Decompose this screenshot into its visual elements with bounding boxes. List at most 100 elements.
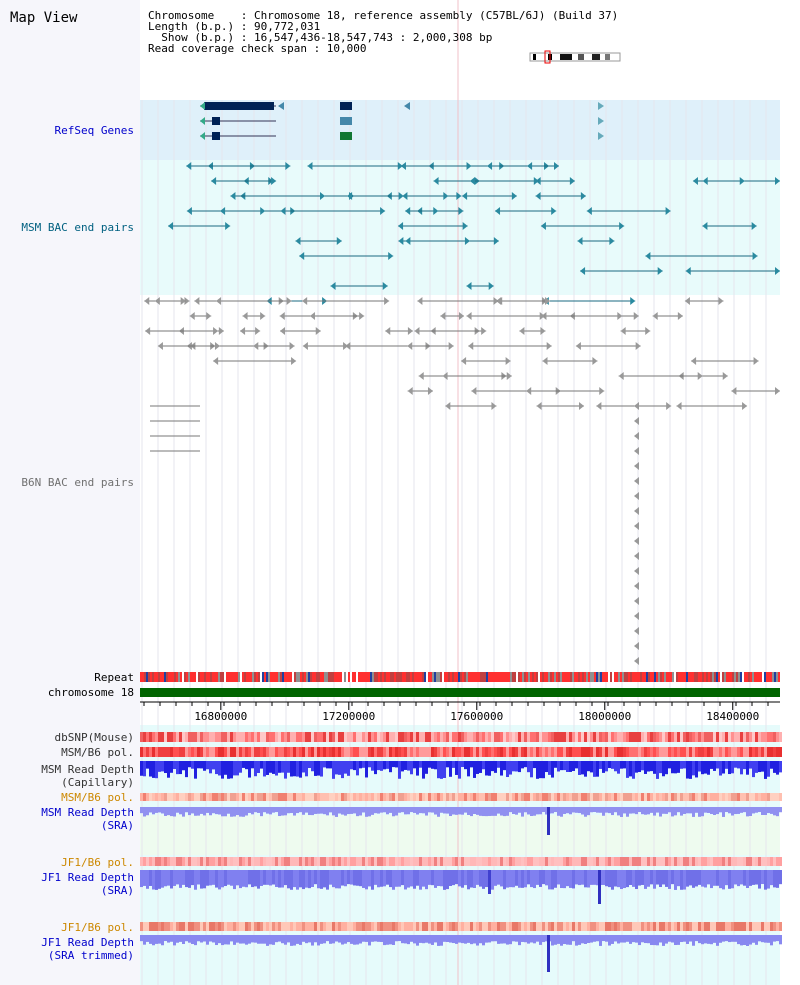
msm-bac-end (751, 222, 757, 230)
jf1-pol2-cell (245, 922, 248, 931)
msm-b6-pol2-cell (641, 793, 644, 801)
repeat-segment (596, 672, 598, 682)
msm-b6-pol2-cell (731, 793, 734, 801)
repeat-segment (724, 672, 726, 682)
jf1-depth-bar (230, 870, 233, 886)
msm-depth-sra-bar (212, 807, 215, 814)
msm-bac-end (280, 207, 286, 215)
dbsnp-cell (410, 732, 413, 742)
jf1-pol2-cell (674, 922, 677, 931)
jf1-pol-cell (599, 857, 602, 866)
b6n-bac-end (144, 297, 150, 305)
jf1-pol-cell (740, 857, 743, 866)
b6n-bac-end (519, 327, 525, 335)
jf1-depth-bar (749, 870, 752, 886)
jf1-pol-cell (197, 857, 200, 866)
msm-b6-pol-cell (509, 747, 512, 757)
msm-depth-sra-bar (305, 807, 308, 813)
repeat-segment (408, 672, 410, 682)
repeat-segment (186, 672, 188, 682)
dbsnp-cell (665, 732, 668, 742)
jf1-pol2-cell (749, 922, 752, 931)
jf1-pol-cell (350, 857, 353, 866)
b6n-bac-end (343, 342, 349, 350)
label-msm-bac-end-pairs[interactable]: MSM BAC end pairs (21, 221, 134, 234)
label-refseq-genes[interactable]: RefSeq Genes (54, 124, 134, 137)
msm-bac-end (580, 192, 586, 200)
repeat-segment (328, 672, 330, 682)
msm-depth-sra-bar (323, 807, 326, 815)
repeat-segment (778, 672, 780, 682)
msm-b6-pol-cell (446, 747, 449, 757)
jf1-depth-bar (158, 870, 161, 889)
msm-b6-pol2-cell (362, 793, 365, 801)
jf1-pol-cell (425, 857, 428, 866)
chromosome-bar (140, 688, 780, 697)
jf1-depth-bar (176, 870, 179, 885)
jf1-depth-trim-bar (287, 935, 290, 943)
jf1-pol-cell (326, 857, 329, 866)
jf1-depth-bar (572, 870, 575, 889)
jf1-pol-cell (242, 857, 245, 866)
jf1-pol2-cell (521, 922, 524, 931)
msm-depth-capillary-bar (746, 761, 749, 775)
jf1-depth-bar (509, 870, 512, 888)
msm-bac-end (295, 237, 301, 245)
jf1-depth-bar (548, 870, 551, 890)
jf1-depth-trim-bar (746, 935, 749, 946)
jf1-pol2-cell (527, 922, 530, 931)
msm-depth-capillary-bar (644, 761, 647, 774)
msm-b6-pol-cell (437, 747, 440, 757)
repeat-segment (290, 672, 292, 682)
repeat-segment (364, 672, 366, 682)
repeat-segment (370, 672, 372, 682)
dbsnp-cell (752, 732, 755, 742)
msm-bac-end (466, 162, 472, 170)
repeat-segment (472, 672, 474, 682)
msm-bac-end (388, 252, 394, 260)
dbsnp-cell (173, 732, 176, 742)
dbsnp-cell (674, 732, 677, 742)
jf1-pol2-cell (758, 922, 761, 931)
msm-b6-pol-cell (707, 747, 710, 757)
msm-depth-sra-bar (683, 807, 686, 814)
jf1-pol-cell (518, 857, 521, 866)
repeat-segment (384, 672, 386, 682)
msm-bac-end (619, 222, 625, 230)
msm-depth-sra-bar (203, 807, 206, 816)
msm-b6-pol-cell (779, 747, 782, 757)
jf1-pol-cell (236, 857, 239, 866)
jf1-depth-bar (404, 870, 407, 890)
msm-b6-pol-cell (284, 747, 287, 757)
msm-b6-pol-cell (248, 747, 251, 757)
msm-bac-end (464, 237, 470, 245)
msm-depth-capillary-bar (659, 761, 662, 774)
msm-b6-pol2-cell (395, 793, 398, 801)
chromosome-ideogram-icon (529, 52, 621, 62)
repeat-segment (176, 672, 178, 682)
msm-depth-capillary-bar (680, 761, 683, 769)
jf1-depth-bar (419, 870, 422, 890)
repeat-segment (618, 672, 620, 682)
jf1-depth-bar (233, 870, 236, 890)
jf1-depth-bar (743, 870, 746, 886)
jf1-depth-trim-bar (449, 935, 452, 943)
msm-b6-pol2-cell (431, 793, 434, 801)
repeat-segment (340, 672, 342, 682)
msm-depth-capillary-bar (242, 761, 245, 768)
repeat-segment (344, 672, 346, 682)
msm-depth-sra-bar (689, 807, 692, 814)
dbsnp-cell (521, 732, 524, 742)
b6n-bac-end (634, 507, 639, 515)
msm-b6-pol-cell (641, 747, 644, 757)
msm-b6-pol2-cell (503, 793, 506, 801)
label-b6n-bac-end-pairs[interactable]: B6N BAC end pairs (21, 476, 134, 489)
jf1-depth-trim-bar (479, 935, 482, 944)
jf1-depth-trim-bar (272, 935, 275, 945)
jf1-pol-cell (170, 857, 173, 866)
repeat-segment (246, 672, 248, 682)
jf1-depth-trim-bar (704, 935, 707, 944)
msm-bac-end (657, 267, 663, 275)
msm-depth-sra-bar (365, 807, 368, 817)
